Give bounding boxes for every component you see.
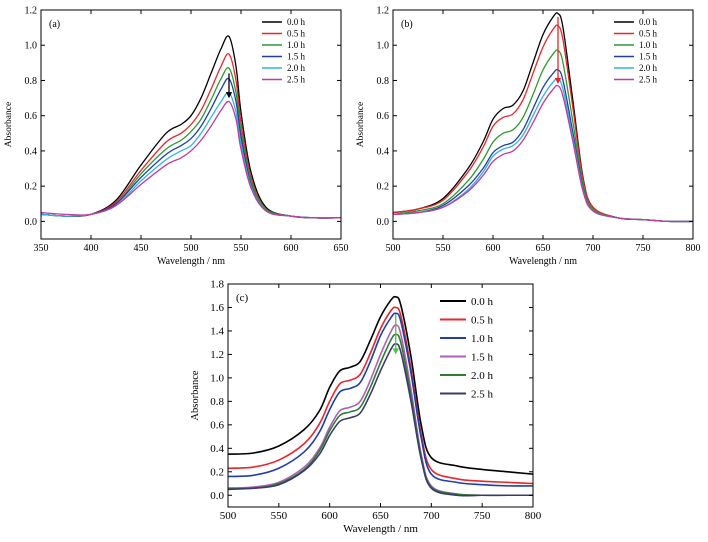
y-tick-label: 0.0: [377, 217, 390, 228]
y-tick-label: 0.4: [377, 146, 390, 157]
y-axis-label: Absorbance: [190, 370, 201, 420]
x-tick-label: 550: [271, 510, 288, 522]
y-tick-label: 0.8: [210, 396, 224, 408]
x-axis-label: Wavelength / nm: [157, 256, 225, 267]
x-tick-label: 450: [134, 243, 149, 254]
y-tick-label: 0.0: [210, 490, 224, 502]
legend-label: 1.5 h: [639, 52, 658, 62]
series-line: [40, 67, 342, 219]
x-tick-label: 650: [372, 510, 389, 522]
series-line: [40, 91, 342, 219]
y-tick-label: 1.2: [25, 6, 38, 17]
x-tick-label: 550: [436, 243, 451, 254]
legend-label: 0.0 h: [471, 296, 494, 308]
legend-label: 1.0 h: [639, 40, 658, 50]
series-line: [40, 77, 342, 219]
x-tick-label: 700: [586, 243, 601, 254]
y-tick-label: 1.4: [210, 325, 224, 337]
trend-arrow-head: [392, 348, 399, 355]
x-tick-label: 600: [284, 243, 299, 254]
chart-panel-3: 500 550 600 650 700 750 800 0.0 0.2 0.4 0.6 0.8 1.0 1…: [190, 279, 542, 536]
x-tick-label: 650: [536, 243, 551, 254]
x-tick-label: 350: [34, 243, 49, 254]
x-axis-label: Wavelength / nm: [509, 256, 577, 267]
x-axis-label: Wavelength / nm: [343, 523, 418, 535]
legend-label: 0.5 h: [639, 29, 658, 39]
x-tick-label: 600: [486, 243, 501, 254]
y-axis-label: Absorbance: [4, 102, 14, 147]
y-tick-label: 1.0: [25, 41, 38, 52]
legend-label: 2.0 h: [639, 63, 658, 73]
y-tick-label: 0.2: [377, 182, 390, 193]
y-axis-label: Absorbance: [356, 102, 366, 147]
legend-label: 1.5 h: [471, 351, 494, 363]
series-line: [40, 35, 342, 219]
x-tick-label: 800: [686, 243, 701, 254]
series-line: [227, 312, 534, 487]
trend-arrow-head: [225, 92, 233, 99]
x-tick-label: 400: [84, 243, 99, 254]
x-tick-label: 700: [423, 510, 440, 522]
y-tick-label: 0.8: [377, 76, 390, 87]
y-tick-label: 0.6: [25, 111, 38, 122]
legend-label: 2.5 h: [639, 75, 658, 85]
series-line: [392, 77, 694, 223]
y-tick-label: 1.8: [210, 279, 224, 291]
y-tick-label: 0.4: [210, 443, 224, 455]
y-tick-label: 1.0: [210, 372, 224, 384]
x-tick-label: 500: [184, 243, 199, 254]
y-tick-label: 0.0: [25, 217, 38, 228]
y-tick-label: 1.2: [377, 6, 390, 17]
x-tick-label: 750: [474, 510, 491, 522]
legend-label: 0.5 h: [471, 314, 494, 326]
y-tick-label: 1.2: [210, 349, 224, 361]
y-tick-label: 0.4: [25, 146, 38, 157]
series-line: [227, 343, 533, 497]
legend-label: 2.0 h: [287, 63, 306, 73]
y-tick-label: 0.2: [25, 182, 38, 193]
series-line: [392, 68, 694, 223]
series-line: [227, 295, 534, 475]
legend-label: 0.0 h: [639, 17, 658, 27]
legend-label: 1.0 h: [287, 40, 306, 50]
chart-panel-1: 350 400 450 500 550 600 650 0.0 0.2 0.4 0.6 0.8 1.0 1…: [4, 6, 349, 268]
x-tick-label: 800: [525, 510, 542, 522]
x-tick-label: 750: [636, 243, 651, 254]
x-tick-label: 500: [386, 243, 401, 254]
x-tick-label: 650: [334, 243, 349, 254]
panel-label: (a): [49, 19, 60, 30]
x-tick-label: 600: [321, 510, 338, 522]
legend-label: 1.5 h: [287, 52, 306, 62]
series-line: [227, 333, 533, 497]
x-tick-label: 550: [234, 243, 249, 254]
legend-label: 2.5 h: [471, 388, 494, 400]
y-tick-label: 1.0: [377, 41, 390, 52]
x-tick-label: 500: [220, 510, 237, 522]
trend-arrow-head: [554, 77, 562, 84]
series-line: [227, 306, 534, 485]
series-line: [392, 84, 694, 223]
legend-label: 2.5 h: [287, 75, 306, 85]
legend-label: 0.5 h: [287, 29, 306, 39]
y-tick-label: 0.2: [210, 466, 224, 478]
legend-label: 1.0 h: [471, 333, 494, 345]
panel-label: (b): [401, 19, 413, 30]
legend-label: 2.0 h: [471, 370, 494, 382]
chart-panel-2: 500 550 600 650 700 750 800 0.0 0.2 0.4 0.6 0.8 1.0 1…: [356, 6, 701, 268]
panel-label: (c): [236, 292, 249, 304]
y-tick-label: 0.6: [210, 419, 224, 431]
y-tick-label: 0.6: [377, 111, 390, 122]
legend-label: 0.0 h: [287, 17, 306, 27]
y-tick-label: 0.8: [25, 76, 38, 87]
series-line: [40, 100, 342, 219]
y-tick-label: 1.6: [210, 302, 224, 314]
